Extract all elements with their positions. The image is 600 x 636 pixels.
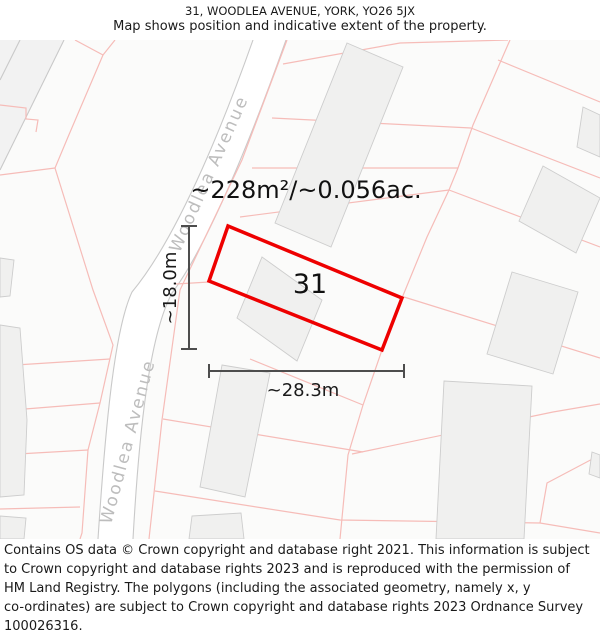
building (0, 515, 27, 540)
plot-outline-31 (206, 223, 405, 353)
building (576, 106, 600, 158)
building (188, 512, 245, 540)
buildings (0, 42, 600, 540)
copyright-notice: Contains OS data © Crown copyright and d… (0, 539, 600, 636)
page-title: 31, WOODLEA AVENUE, YORK, YO26 5JX (185, 4, 415, 18)
copyright-line: co-ordinates) are subject to Crown copyr… (4, 600, 584, 615)
height-dimension-label: ~18.0m (160, 252, 181, 325)
map-canvas: Woodlea Avenue Woodlea Avenue ~228m²/~0.… (0, 39, 600, 540)
building (486, 271, 579, 375)
building (0, 324, 28, 498)
building (518, 165, 600, 254)
copyright-line: 100026316. (4, 619, 83, 634)
width-dimension-label: ~28.3m (267, 380, 340, 401)
building (435, 380, 533, 540)
copyright-line: HM Land Registry. The polygons (includin… (4, 581, 531, 596)
page-subtitle: Map shows position and indicative extent… (113, 19, 487, 34)
header: 31, WOODLEA AVENUE, YORK, YO26 5JX Map s… (0, 0, 600, 40)
building (588, 451, 600, 479)
building (0, 257, 15, 298)
road-edge-left (97, 39, 254, 540)
area-label: ~228m²/~0.056ac. (190, 176, 421, 204)
property-map: Woodlea Avenue Woodlea Avenue ~228m²/~0.… (0, 39, 600, 540)
copyright-line: to Crown copyright and database rights 2… (4, 562, 570, 577)
plot-number-label: 31 (293, 269, 327, 300)
building (274, 42, 404, 248)
junction-area (0, 39, 65, 171)
copyright-line: Contains OS data © Crown copyright and d… (4, 543, 590, 558)
dimension-lines (181, 225, 405, 378)
road-surface (98, 40, 286, 539)
